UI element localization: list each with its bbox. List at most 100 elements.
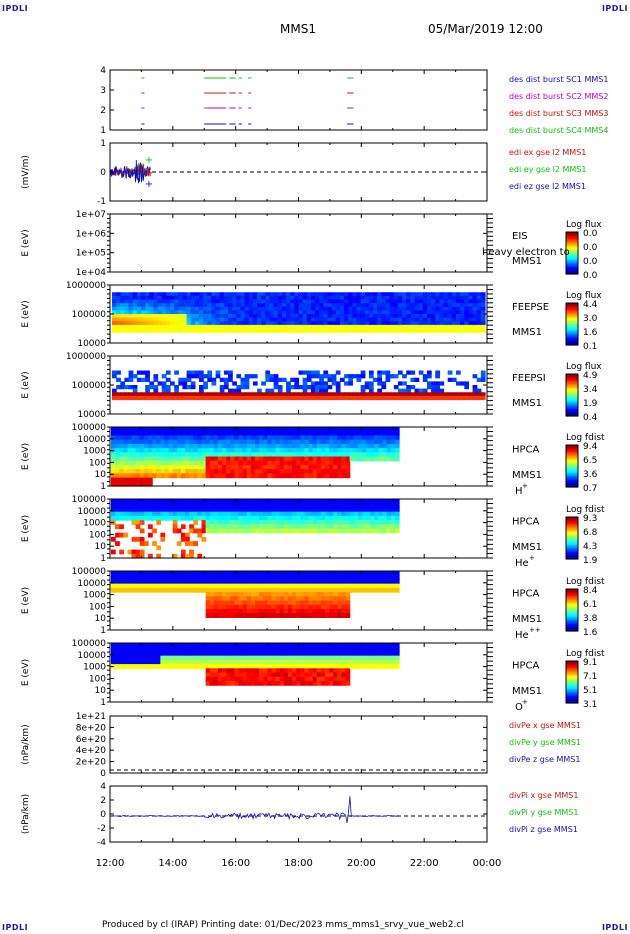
- hpca-cell: [394, 579, 400, 585]
- feepse-cell: [170, 295, 175, 301]
- feepsi-cell: [426, 395, 432, 401]
- feepsi-cell: [269, 392, 275, 397]
- hpca-cell: [209, 655, 215, 661]
- hpca-cell: [115, 579, 120, 585]
- hpca-cell: [197, 464, 203, 470]
- hpca-cell: [250, 473, 256, 479]
- feepse-cell: [182, 295, 188, 301]
- hpca-cell: [320, 668, 326, 674]
- feepse-cell: [199, 328, 204, 333]
- hpca-cell: [308, 579, 314, 585]
- hpca-cell: [209, 672, 215, 678]
- feepse-cell: [223, 321, 229, 326]
- hpca-cell: [374, 448, 380, 453]
- hpca-cell: [312, 469, 318, 474]
- feepse-cell: [381, 328, 387, 333]
- feepse-cell: [207, 299, 213, 304]
- feepsi-cell: [128, 385, 134, 390]
- colorbar-cell: [566, 463, 578, 466]
- hpca-cell: [180, 524, 186, 530]
- y-tick-label: 1: [100, 126, 106, 136]
- hpca-cell: [370, 443, 375, 449]
- edi-series-line: [109, 159, 151, 184]
- hpca-cell: [213, 659, 219, 665]
- hpca-cell: [329, 672, 334, 678]
- hpca-cell: [148, 655, 153, 661]
- colorbar-cell: [566, 396, 578, 399]
- feepse-cell: [443, 306, 449, 311]
- hpca-cell: [242, 608, 248, 614]
- feepse-cell: [273, 321, 279, 326]
- hpca-cell: [292, 575, 297, 581]
- hpca-cell: [283, 439, 289, 445]
- hpca-cell: [259, 431, 264, 437]
- hpca-cell: [197, 431, 203, 437]
- hpca-cell: [193, 575, 199, 581]
- feepse-cell: [136, 292, 142, 297]
- feepse-cell: [373, 317, 378, 322]
- hpca-cell: [172, 443, 178, 449]
- feepse-cell: [381, 306, 387, 311]
- colorbar-cell: [566, 325, 578, 328]
- hpca-cell: [230, 524, 236, 530]
- hpca-cell: [111, 647, 116, 653]
- feepsi-cell: [472, 385, 478, 390]
- feepse-cell: [112, 303, 117, 308]
- hpca-cell: [333, 427, 338, 432]
- hpca-cell: [349, 655, 355, 661]
- hpca-cell: [148, 643, 153, 648]
- feepsi-cell: [368, 370, 374, 375]
- feepse-cell: [194, 306, 200, 311]
- hpca-cell: [324, 613, 330, 618]
- hpca-cell: [156, 515, 161, 521]
- hpca-cell: [143, 460, 149, 466]
- hpca-cell: [271, 473, 277, 479]
- hpca-cell: [316, 511, 322, 517]
- colorbar-cell: [566, 621, 578, 624]
- hpca-cell: [255, 579, 260, 585]
- hpca-cell: [374, 511, 380, 517]
- hpca-cell: [255, 435, 260, 441]
- hpca-cell: [123, 460, 129, 466]
- feepsi-cell: [397, 392, 403, 397]
- feepse-cell: [356, 324, 362, 330]
- colorbar-cell: [566, 326, 578, 329]
- hpca-cell: [337, 659, 343, 665]
- hpca-cell: [213, 528, 219, 534]
- hpca-cell: [333, 608, 338, 614]
- hpca-cell: [386, 507, 392, 513]
- hpca-cell: [250, 439, 256, 445]
- feepse-cell: [302, 314, 308, 319]
- feepse-cell: [265, 295, 271, 301]
- hpca-cell: [333, 655, 338, 661]
- hpca-cell: [259, 456, 264, 462]
- hpca-cell: [185, 469, 190, 474]
- hpca-cell: [320, 439, 326, 445]
- feepse-cell: [319, 317, 324, 322]
- hpca-cell: [337, 503, 343, 509]
- colorbar-cell: [566, 517, 578, 519]
- hpca-cell: [238, 643, 244, 648]
- colorbar-cell: [566, 315, 578, 318]
- hpca-cell: [250, 524, 256, 530]
- feepse-cell: [182, 324, 188, 330]
- feepse-cell: [294, 328, 300, 333]
- hpca-cell: [127, 651, 133, 657]
- hpca-cell: [222, 431, 227, 437]
- feepsi-cell: [344, 374, 349, 379]
- hpca-cell: [320, 443, 326, 449]
- hpca-cell: [115, 464, 120, 470]
- feepse-cell: [480, 299, 486, 304]
- feepse-cell: [265, 303, 271, 308]
- hpca-cell: [123, 473, 129, 479]
- hpca-cell: [304, 473, 310, 479]
- hpca-cell: [201, 664, 207, 669]
- feepsi-cell: [422, 392, 428, 397]
- feepsi-cell: [439, 388, 445, 393]
- hpca-cell: [222, 592, 227, 597]
- feepse-cell: [236, 306, 242, 311]
- feepsi-cell: [426, 392, 432, 397]
- hpca-cell: [316, 672, 322, 678]
- feepse-cell: [447, 321, 453, 326]
- hpca-cell: [197, 655, 203, 661]
